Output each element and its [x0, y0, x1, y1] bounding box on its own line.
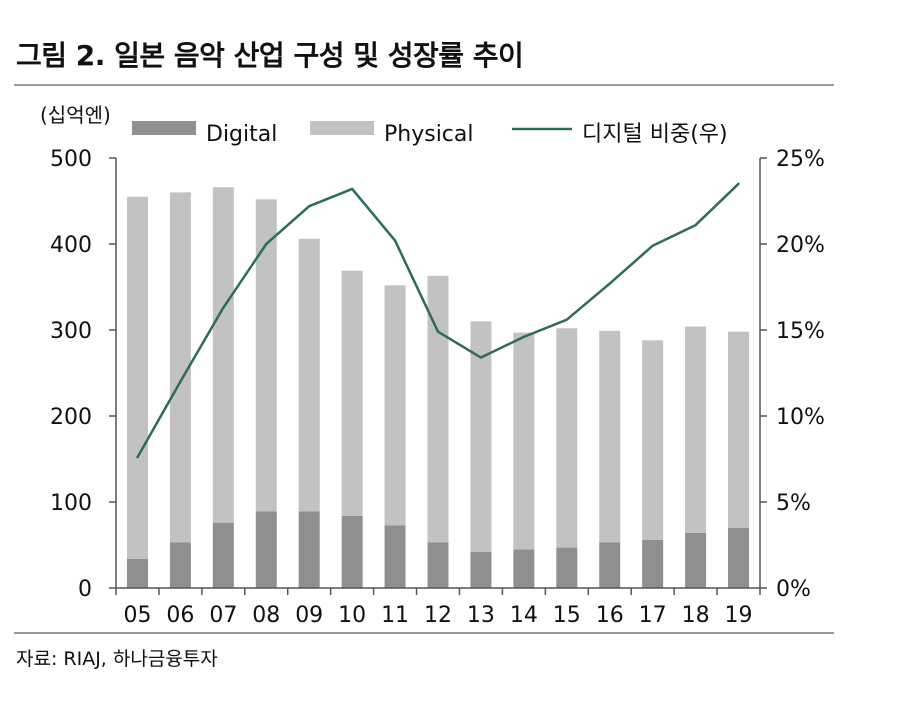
- point-digital-share-10: [350, 187, 354, 191]
- right-tick-label: 20%: [776, 233, 825, 258]
- point-digital-share-19: [737, 182, 740, 185]
- x-tick-label: 16: [596, 603, 624, 628]
- bar-digital-12: [427, 542, 449, 588]
- left-tick-label: 200: [50, 405, 92, 430]
- bar-physical-14: [513, 332, 535, 550]
- legend-physical-label: Physical: [384, 122, 474, 147]
- source-divider: [14, 632, 834, 634]
- point-digital-share-09: [308, 204, 311, 208]
- point-digital-share-15: [565, 318, 568, 321]
- bar-digital-13: [470, 551, 492, 588]
- bar-physical-08: [255, 199, 277, 512]
- point-digital-share-06: [179, 380, 182, 383]
- bar-digital-10: [341, 515, 363, 588]
- bar-digital-18: [685, 532, 707, 588]
- right-tick-label: 15%: [776, 319, 825, 344]
- bar-physical-15: [556, 328, 578, 548]
- x-tick-label: 19: [725, 603, 753, 628]
- legend-physical-swatch: [310, 121, 374, 135]
- legend-share-label: 디지털 비중(우): [582, 122, 728, 147]
- right-tick-label: 0%: [776, 577, 811, 602]
- legend-digital-label: Digital: [206, 122, 277, 147]
- bar-physical-09: [298, 238, 320, 512]
- x-tick-label: 18: [682, 603, 710, 628]
- bar-physical-10: [341, 270, 363, 516]
- x-tick-label: 06: [166, 603, 194, 628]
- point-digital-share-13: [479, 356, 483, 359]
- bar-digital-19: [728, 527, 750, 588]
- point-digital-share-11: [393, 239, 397, 242]
- x-tick-label: 13: [467, 603, 495, 628]
- left-tick-label: 300: [50, 319, 92, 344]
- x-tick-label: 14: [510, 603, 538, 628]
- bar-physical-12: [427, 275, 449, 543]
- chart-title: 그림 2. 일본 음악 산업 구성 및 성장률 추이: [16, 39, 524, 72]
- bar-digital-05: [126, 558, 148, 588]
- bar-physical-13: [470, 321, 492, 552]
- bar-digital-16: [599, 542, 621, 588]
- bar-physical-06: [169, 192, 191, 543]
- point-digital-share-12: [436, 330, 440, 333]
- bar-digital-06: [169, 542, 191, 588]
- axes-layer: 0 100 200 300 400 500 0% 5% 10% 15% 20% 25% 05 06 07 08…: [50, 147, 825, 628]
- bar-physical-17: [642, 340, 664, 540]
- line-layer: [136, 182, 740, 459]
- bar-physical-11: [384, 285, 406, 526]
- legend: Digital Physical 디지털 비중(우): [132, 121, 728, 147]
- bars-layer: [126, 187, 750, 588]
- title-divider: [14, 84, 834, 86]
- bar-digital-17: [642, 539, 664, 588]
- point-digital-share-16: [608, 282, 611, 285]
- left-tick-label: 400: [50, 233, 92, 258]
- bar-physical-19: [728, 331, 750, 528]
- point-digital-share-05: [136, 456, 139, 459]
- point-digital-share-14: [522, 335, 526, 339]
- bar-digital-15: [556, 547, 578, 588]
- bar-digital-09: [298, 511, 320, 588]
- x-tick-label: 08: [252, 603, 280, 628]
- x-tick-label: 11: [381, 603, 409, 628]
- bar-physical-07: [212, 187, 234, 523]
- right-tick-label: 25%: [776, 147, 825, 172]
- bar-physical-16: [599, 330, 621, 543]
- x-tick-label: 09: [295, 603, 323, 628]
- bar-digital-14: [513, 549, 535, 588]
- x-tick-label: 17: [639, 603, 667, 628]
- point-digital-share-07: [222, 306, 225, 309]
- bar-physical-18: [685, 326, 707, 533]
- left-tick-label: 0: [78, 577, 92, 602]
- bar-digital-11: [384, 525, 406, 588]
- x-tick-label: 05: [123, 603, 151, 628]
- x-tick-label: 12: [424, 603, 452, 628]
- right-tick-label: 5%: [776, 491, 811, 516]
- right-tick-label: 10%: [776, 405, 825, 430]
- legend-digital-swatch: [132, 121, 196, 135]
- point-digital-share-17: [651, 244, 654, 247]
- bar-digital-08: [255, 511, 277, 588]
- x-tick-label: 15: [553, 603, 581, 628]
- x-tick-label: 10: [338, 603, 366, 628]
- source-note: 자료: RIAJ, 하나금융투자: [16, 648, 218, 670]
- point-digital-share-08: [265, 242, 268, 246]
- bar-physical-05: [126, 196, 148, 559]
- left-axis-unit: (십억엔): [40, 103, 111, 127]
- left-tick-label: 500: [50, 147, 92, 172]
- left-tick-label: 100: [50, 491, 92, 516]
- point-digital-share-18: [694, 223, 697, 227]
- bar-digital-07: [212, 522, 234, 588]
- x-tick-label: 07: [209, 603, 237, 628]
